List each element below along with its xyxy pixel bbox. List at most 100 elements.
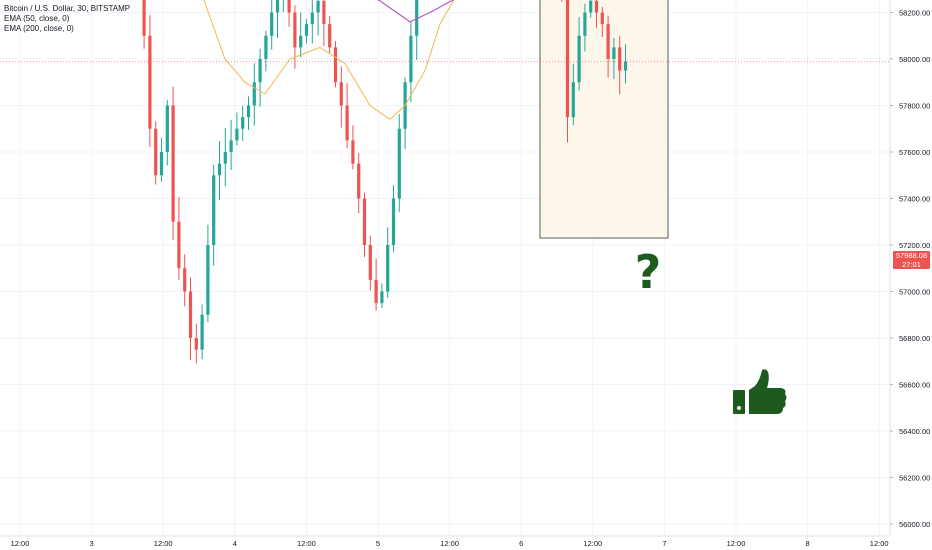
candle-up bbox=[159, 137, 164, 182]
price-tick-label: 56000.00 bbox=[899, 520, 930, 529]
candle-down bbox=[287, 0, 291, 27]
candle-up bbox=[397, 114, 401, 212]
candle-down bbox=[188, 277, 193, 361]
candle-up bbox=[241, 105, 245, 141]
candle-up bbox=[217, 141, 222, 201]
candle-up bbox=[612, 37, 616, 80]
time-tick-label: 12:00 bbox=[440, 539, 459, 548]
candle-down bbox=[154, 121, 158, 185]
candle-up bbox=[235, 112, 239, 146]
legend-ema200[interactable]: EMA (200, close, 0) bbox=[4, 24, 74, 33]
time-tick-label: 12:00 bbox=[154, 539, 173, 548]
candle-down bbox=[374, 258, 378, 311]
candle-up bbox=[275, 0, 280, 38]
candle-down bbox=[328, 15, 332, 53]
price-tick-label: 58000.00 bbox=[899, 55, 930, 64]
candle-down bbox=[357, 153, 361, 214]
candle-up bbox=[577, 16, 581, 91]
price-tick-label: 57000.00 bbox=[899, 288, 930, 297]
candle-up bbox=[623, 44, 628, 84]
price-tick-label: 57200.00 bbox=[899, 241, 930, 250]
price-tick-label: 56600.00 bbox=[899, 381, 930, 390]
time-tick-label: 4 bbox=[233, 539, 237, 548]
time-tick-label: 12:00 bbox=[870, 539, 889, 548]
candle-down bbox=[142, 0, 146, 49]
price-tick-label: 57800.00 bbox=[899, 102, 930, 111]
candle-up bbox=[310, 0, 314, 44]
time-tick-label: 12:00 bbox=[11, 539, 30, 548]
time-tick-label: 8 bbox=[806, 539, 810, 548]
candle-down bbox=[293, 5, 297, 69]
time-axis[interactable]: 12:00 3 12:00 4 12:00 5 12:00 6 12:00 7 12:00 8 12:0… bbox=[11, 539, 889, 548]
candle-down bbox=[333, 41, 338, 88]
price-axis[interactable]: 56000.00 56200.00 56400.00 56600.00 56800.00… bbox=[890, 0, 930, 529]
candles bbox=[142, 0, 628, 364]
candle-up bbox=[415, 0, 419, 60]
candle-up bbox=[409, 21, 413, 103]
candle-up bbox=[304, 18, 309, 44]
candle-up bbox=[380, 283, 384, 308]
candle-up bbox=[246, 96, 251, 131]
candle-down bbox=[594, 0, 599, 28]
current-price-value: 57988.08 bbox=[895, 251, 928, 260]
price-tick-label: 57600.00 bbox=[899, 148, 930, 157]
candle-down bbox=[322, 0, 326, 47]
candle-down bbox=[177, 197, 181, 280]
candle-up bbox=[229, 120, 233, 171]
grid-lines bbox=[0, 0, 890, 536]
candle-down bbox=[606, 15, 610, 78]
candle-up bbox=[571, 63, 575, 125]
candle-down bbox=[368, 235, 372, 291]
candle-down bbox=[345, 83, 349, 149]
candle-up bbox=[264, 30, 268, 72]
time-tick-label: 12:00 bbox=[727, 539, 746, 548]
question-mark: ? bbox=[635, 245, 662, 299]
candle-up bbox=[583, 3, 587, 52]
bar-countdown: 27:01 bbox=[902, 260, 921, 269]
candle-up bbox=[252, 63, 256, 126]
candle-down bbox=[351, 125, 355, 170]
time-tick-label: 12:00 bbox=[297, 539, 316, 548]
candle-down bbox=[148, 15, 152, 148]
candle-up bbox=[258, 48, 262, 107]
time-tick-label: 3 bbox=[90, 539, 94, 548]
time-tick-label: 6 bbox=[519, 539, 523, 548]
candle-up bbox=[270, 0, 274, 50]
legend-symbol[interactable]: Bitcoin / U.S. Dollar, 30, BITSTAMP bbox=[4, 4, 131, 13]
candle-up bbox=[589, 0, 593, 18]
time-tick-label: 12:00 bbox=[583, 539, 602, 548]
candle-up bbox=[316, 0, 320, 36]
price-tick-label: 58200.00 bbox=[899, 9, 930, 18]
ema50-line bbox=[203, 0, 455, 121]
chart-legend[interactable]: Bitcoin / U.S. Dollar, 30, BITSTAMP EMA … bbox=[4, 4, 130, 34]
annotation-box bbox=[539, 0, 669, 239]
candle-up bbox=[206, 224, 210, 323]
candle-down bbox=[600, 7, 604, 37]
candle-up bbox=[200, 304, 204, 360]
candle-down bbox=[362, 192, 367, 258]
legend-ema50[interactable]: EMA (50, close, 0) bbox=[4, 14, 70, 23]
candle-up bbox=[212, 164, 216, 266]
candle-up bbox=[391, 185, 396, 252]
price-tick-label: 57400.00 bbox=[899, 195, 930, 204]
candle-down bbox=[194, 323, 198, 364]
price-tick-label: 56400.00 bbox=[899, 427, 930, 436]
candle-up bbox=[299, 12, 303, 58]
candle-down bbox=[339, 66, 343, 128]
candle-up bbox=[386, 227, 390, 298]
current-price-badge: 57988.08 27:01 bbox=[893, 251, 930, 269]
candle-up bbox=[223, 127, 227, 187]
candle-down bbox=[618, 36, 622, 95]
candle-up bbox=[403, 77, 407, 150]
price-tick-label: 56200.00 bbox=[899, 474, 930, 483]
candle-up bbox=[165, 99, 169, 166]
thumbs-up-icon bbox=[733, 369, 787, 414]
candle-up bbox=[282, 0, 284, 13]
candle-down bbox=[183, 254, 187, 307]
candle-down bbox=[565, 0, 570, 143]
time-tick-label: 7 bbox=[662, 539, 666, 548]
time-tick-label: 5 bbox=[376, 539, 380, 548]
price-tick-label: 56800.00 bbox=[899, 334, 930, 343]
candle-down bbox=[171, 86, 175, 240]
